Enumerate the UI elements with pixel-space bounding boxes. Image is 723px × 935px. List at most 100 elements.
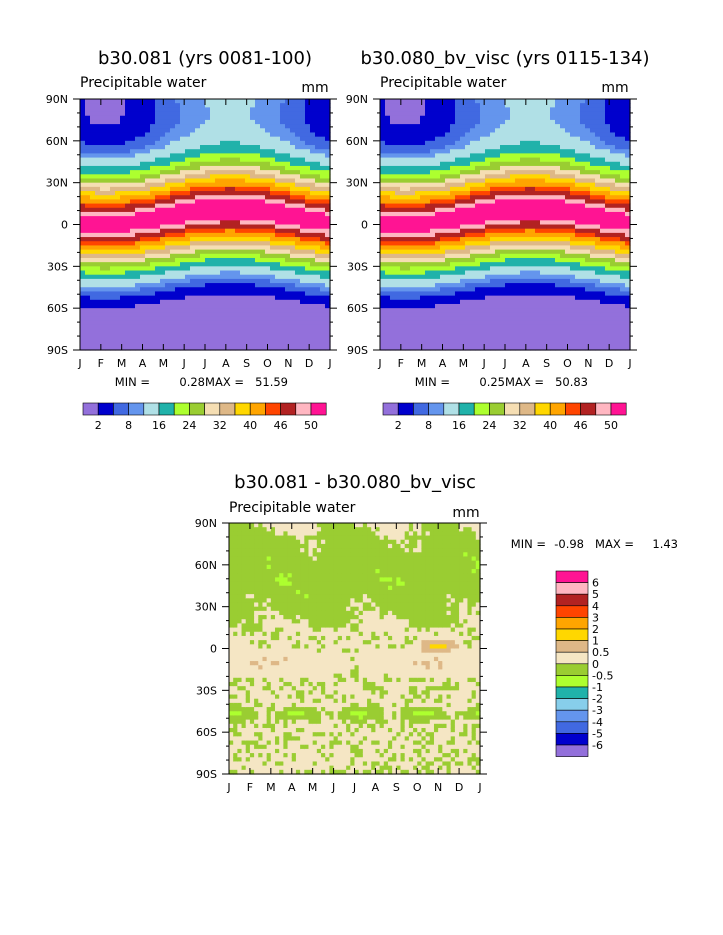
panel-1-contour-cell	[210, 220, 216, 226]
panel-1-contour-cell	[185, 270, 191, 276]
panel-2-contour-cell	[475, 329, 481, 334]
panel-2-contour-cell	[415, 270, 421, 276]
panel-1-contour-cell	[280, 165, 286, 171]
panel-1-contour-cell	[140, 295, 146, 301]
panel-1-contour-cell	[80, 299, 86, 305]
panel-1-contour-cell	[310, 132, 316, 138]
panel-2-contour-cell	[500, 278, 506, 284]
panel-2-contour-cell	[475, 241, 481, 247]
panel-2-contour-cell	[485, 283, 491, 288]
panel-1-contour-cell	[190, 128, 196, 134]
panel-1-contour-cell	[175, 237, 181, 242]
panel-1-contour-cell	[295, 211, 301, 217]
panel-1-contour-cell	[215, 157, 221, 163]
panel-2-contour-cell	[465, 149, 471, 154]
panel-1-contour-cell	[320, 124, 326, 129]
panel-2-contour-cell	[385, 165, 391, 171]
panel-1-contour-cell	[175, 182, 181, 188]
panel-1-contour-cell	[185, 107, 191, 113]
panel-2-contour-cell	[515, 195, 521, 200]
panel-1-contour-cell	[265, 266, 271, 272]
panel-2-contour-cell	[530, 232, 536, 238]
panel-2-contour-cell	[500, 165, 506, 171]
panel-1-contour-cell	[325, 333, 331, 339]
panel-1-contour-cell	[135, 128, 141, 134]
panel-1-contour-cell	[240, 249, 246, 255]
panel-1-contour-cell	[225, 241, 231, 247]
panel-2-contour-cell	[480, 287, 486, 293]
panel-1-contour-cell	[175, 207, 181, 213]
panel-2-contour-cell	[435, 207, 441, 213]
panel-1-contour-cell	[255, 320, 261, 326]
panel-1-contour-cell	[260, 274, 266, 280]
panel-1-contour-cell	[265, 295, 271, 301]
panel-1-contour-cell	[85, 203, 91, 209]
panel-1-contour-cell	[90, 186, 96, 192]
panel-2-contour-cell	[455, 165, 461, 171]
panel-2-contour-cell	[425, 291, 431, 297]
panel-1-contour-cell	[160, 182, 166, 188]
panel-2-contour-cell	[420, 203, 426, 209]
panel-2-contour-cell	[510, 241, 516, 247]
panel-2-contour-cell	[405, 295, 411, 301]
panel-1: b30.081 (yrs 0081-100) Precipitable wate…	[46, 48, 337, 432]
panel-1-contour-cell	[290, 203, 296, 209]
panel-1-contour-cell	[310, 237, 316, 242]
panel-2-contour-cell	[520, 203, 526, 209]
panel-1-contour-cell	[225, 115, 231, 121]
panel-1-contour-cell	[215, 99, 221, 104]
panel-1-contour-cell	[245, 270, 251, 276]
panel-1-contour-cell	[90, 245, 96, 251]
panel-2-contour-cell	[505, 157, 511, 163]
panel-1-contour-cell	[110, 249, 116, 255]
panel-2-contour-cell	[475, 224, 481, 230]
panel-1-contour-cell	[100, 153, 106, 159]
panel-1-contour-cell	[245, 170, 251, 175]
panel-1-contour-cell	[255, 287, 261, 293]
panel-2-contour-cell	[530, 220, 536, 226]
panel-1-contour-cell	[200, 207, 206, 213]
panel-1-contour-cell	[220, 262, 226, 267]
panel-2-contour-cell	[510, 316, 516, 322]
panel-1-contour-cell	[320, 153, 326, 159]
panel-1-contour-cell	[235, 161, 241, 167]
panel-2-contour-cell	[500, 270, 506, 276]
panel-2-contour-cell	[415, 107, 421, 113]
panel-1-contour-cell	[125, 329, 131, 334]
panel-1-contour-cell	[185, 199, 191, 205]
panel-2-contour-cell	[535, 145, 541, 150]
panel-2-contour-cell	[515, 170, 521, 175]
panel-1-contour-cell	[85, 287, 91, 293]
panel-1-contour-cell	[295, 287, 301, 293]
panel-2-contour-cell	[425, 266, 431, 272]
panel-1-contour-cell	[300, 232, 306, 238]
panel-2-contour-cell	[530, 224, 536, 230]
panel-2-contour-cell	[480, 178, 486, 184]
panel-1-contour-cell	[200, 253, 206, 259]
panel-1-contour-cell	[125, 224, 131, 230]
panel-1-contour-cell	[140, 103, 146, 108]
panel-1-contour-cell	[220, 249, 226, 255]
panel-1-contour-cell	[155, 270, 161, 276]
panel-1-contour-cell	[130, 283, 136, 288]
panel-1-contour-cell	[90, 257, 96, 263]
panel-2-contour-cell	[450, 132, 456, 138]
panel-1-colorbar-swatch	[189, 402, 205, 416]
panel-2-contour-cell	[430, 337, 436, 343]
panel-1-contour-cell	[195, 257, 201, 263]
panel-1-contour-cell	[80, 241, 86, 247]
panel-1-contour-cell	[180, 295, 186, 301]
panel-1-contour-cell	[235, 191, 241, 196]
panel-1-contour-cell	[100, 262, 106, 267]
panel-1-contour-cell	[250, 170, 256, 175]
panel-2-contour-cell	[475, 178, 481, 184]
panel-2-contour-cell	[495, 195, 501, 200]
panel-1-contour-cell	[285, 149, 291, 154]
panel-1-contour-cell	[165, 266, 171, 272]
panel-1-contour-cell	[175, 170, 181, 175]
panel-2-contour-cell	[465, 174, 471, 180]
panel-2-contour-cell	[525, 228, 531, 234]
panel-1-contour-cell	[265, 299, 271, 305]
panel-2-contour-cell	[460, 128, 466, 134]
panel-1-contour-cell	[325, 128, 331, 134]
